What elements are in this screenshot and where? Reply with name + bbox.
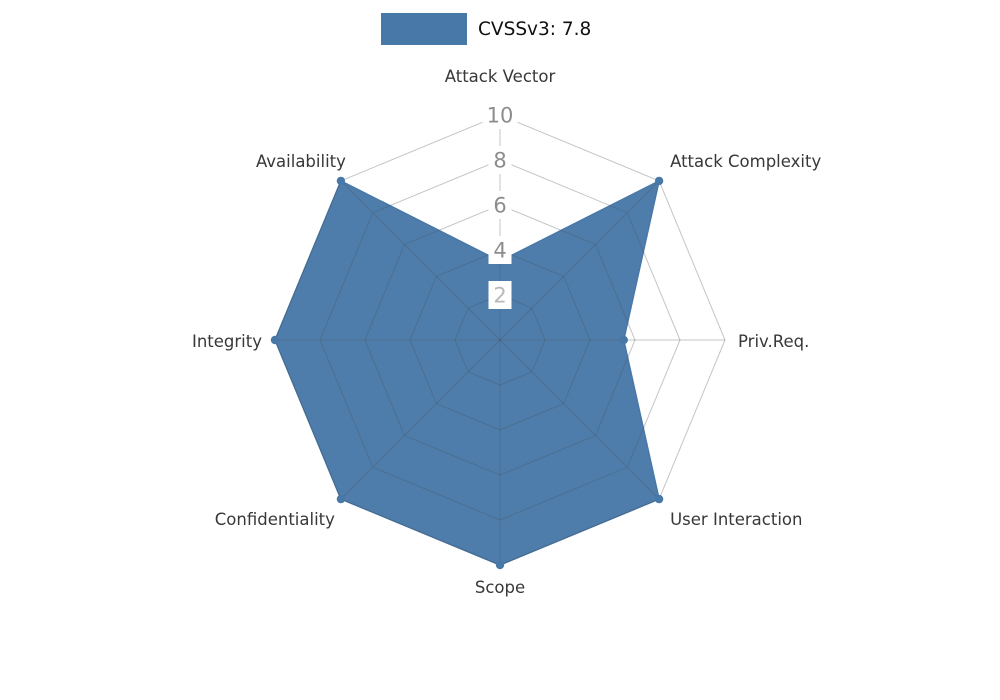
tick-label-box xyxy=(488,236,512,264)
tick-label-box xyxy=(488,146,512,174)
grid-spoke xyxy=(340,339,501,500)
tick-label-box xyxy=(488,191,512,219)
grid-ring xyxy=(319,159,681,521)
axis-label-attack-complexity: Attack Complexity xyxy=(670,152,821,171)
grid-spoke xyxy=(340,180,501,341)
grid-ring xyxy=(409,249,591,431)
axis-label-attack-vector: Attack Vector xyxy=(445,67,556,86)
grid-spoke xyxy=(499,339,660,500)
tick-label: 10 xyxy=(487,104,514,128)
tick-label: 4 xyxy=(493,239,506,263)
axis-label-user-interaction: User Interaction xyxy=(670,510,802,529)
tick-label-box xyxy=(482,101,518,129)
tick-label: 8 xyxy=(493,149,506,173)
data-point-marker xyxy=(654,176,664,186)
axis-label-priv-req-: Priv.Req. xyxy=(738,332,809,351)
data-point-marker xyxy=(336,494,346,504)
axis-label-availability: Availability xyxy=(256,152,346,171)
axis-label-confidentiality: Confidentiality xyxy=(215,510,335,529)
grid-spoke xyxy=(499,180,660,341)
legend-swatch xyxy=(381,13,467,45)
tick-label: 6 xyxy=(493,194,506,218)
tick-label-box xyxy=(488,281,512,309)
grid-ring xyxy=(364,204,636,476)
axis-label-scope: Scope xyxy=(475,578,525,597)
data-point-marker xyxy=(654,494,664,504)
data-point-marker xyxy=(619,335,628,345)
legend-label: CVSSv3: 7.8 xyxy=(478,18,592,40)
data-point-marker xyxy=(336,176,346,186)
axis-label-integrity: Integrity xyxy=(192,332,262,351)
grid-ring xyxy=(454,294,546,386)
tick-label: 2 xyxy=(493,284,506,308)
data-point-marker xyxy=(495,560,505,570)
data-point-marker xyxy=(270,335,280,345)
legend: CVSSv3: 7.8 xyxy=(381,13,591,45)
